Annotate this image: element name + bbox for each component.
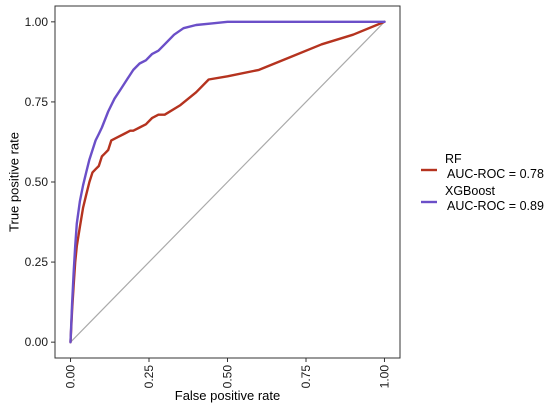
x-axis-title: False positive rate (175, 388, 281, 403)
x-axis-ticks: 0.00 0.25 0.50 0.75 1.00 (64, 358, 391, 389)
y-axis-ticks: 0.00 0.25 0.50 0.75 1.00 (25, 15, 55, 349)
y-axis-title: True positive rate (7, 132, 22, 232)
x-tick-label: 0.50 (221, 365, 235, 389)
roc-series-layer (69, 20, 386, 344)
x-tick-label: 1.00 (377, 365, 391, 389)
legend-label-xgboost: XGBoost (445, 184, 496, 198)
x-tick-label: 0.25 (142, 365, 156, 389)
legend-auc-xgboost: AUC-ROC = 0.89 (447, 199, 544, 213)
y-tick-label: 0.00 (25, 335, 49, 349)
y-tick-label: 1.00 (25, 15, 49, 29)
x-tick-label: 0.00 (64, 365, 78, 389)
chance-diagonal-line (70, 21, 385, 343)
roc-curve-xgboost (69, 20, 386, 344)
legend-auc-rf: AUC-ROC = 0.78 (447, 167, 544, 181)
legend-label-rf: RF (445, 152, 462, 166)
x-tick-label: 0.75 (299, 365, 313, 389)
y-tick-label: 0.50 (25, 175, 49, 189)
y-tick-label: 0.25 (25, 255, 49, 269)
roc-curve-rf (69, 20, 386, 344)
y-tick-label: 0.75 (25, 95, 49, 109)
